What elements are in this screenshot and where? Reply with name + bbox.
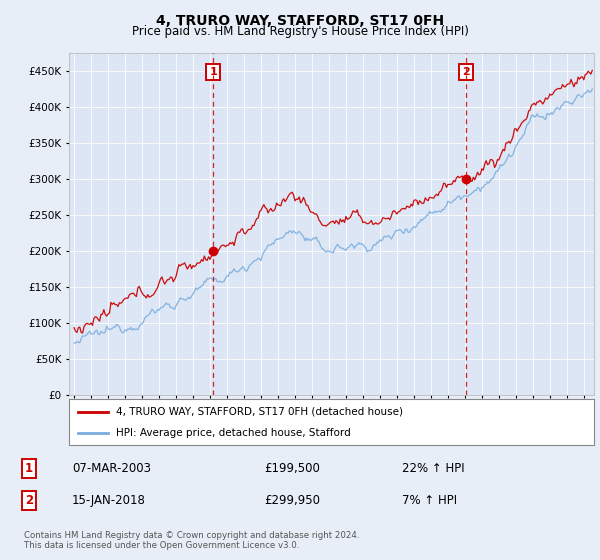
Text: 2: 2 — [461, 67, 469, 77]
Text: 1: 1 — [25, 462, 33, 475]
Text: £299,950: £299,950 — [264, 493, 320, 507]
Text: 1: 1 — [209, 67, 217, 77]
Text: 4, TRURO WAY, STAFFORD, ST17 0FH (detached house): 4, TRURO WAY, STAFFORD, ST17 0FH (detach… — [116, 407, 403, 417]
Text: Price paid vs. HM Land Registry's House Price Index (HPI): Price paid vs. HM Land Registry's House … — [131, 25, 469, 38]
Text: Contains HM Land Registry data © Crown copyright and database right 2024.
This d: Contains HM Land Registry data © Crown c… — [24, 531, 359, 550]
Text: 4, TRURO WAY, STAFFORD, ST17 0FH: 4, TRURO WAY, STAFFORD, ST17 0FH — [156, 14, 444, 28]
Text: 2: 2 — [25, 493, 33, 507]
Text: £199,500: £199,500 — [264, 462, 320, 475]
Text: 7% ↑ HPI: 7% ↑ HPI — [402, 493, 457, 507]
Text: HPI: Average price, detached house, Stafford: HPI: Average price, detached house, Staf… — [116, 428, 351, 438]
Text: 22% ↑ HPI: 22% ↑ HPI — [402, 462, 464, 475]
Text: 07-MAR-2003: 07-MAR-2003 — [72, 462, 151, 475]
Text: 15-JAN-2018: 15-JAN-2018 — [72, 493, 146, 507]
